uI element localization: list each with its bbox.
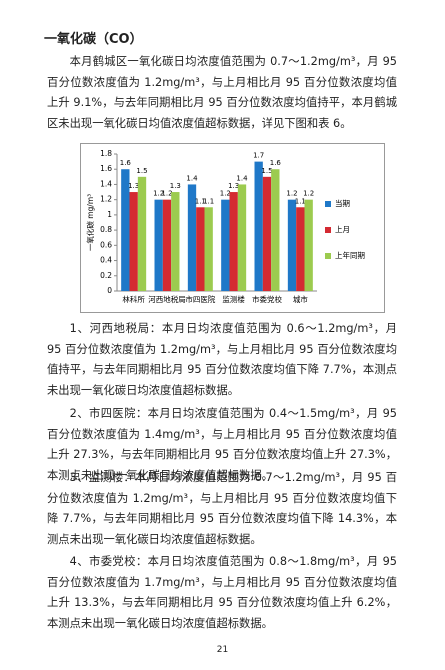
bar <box>129 192 138 291</box>
legend-swatch <box>325 253 331 259</box>
bar <box>296 207 305 291</box>
x-tick-label: 城市 <box>293 294 308 304</box>
data-label: 1.7 <box>253 152 264 160</box>
bar <box>137 176 147 291</box>
y-tick-label: 0.8 <box>100 225 112 234</box>
bar <box>287 199 297 291</box>
data-label: 1.3 <box>228 182 239 190</box>
y-tick-label: 0 <box>107 286 112 295</box>
legend-label: 当期 <box>335 198 350 208</box>
bar <box>154 199 163 291</box>
legend-swatch <box>325 227 331 233</box>
data-label: 1.3 <box>170 182 181 190</box>
y-axis-label: 一氧化碳 mg/m³ <box>85 194 95 251</box>
y-tick-label: 1.2 <box>100 195 112 204</box>
data-label: 1.3 <box>128 182 139 190</box>
data-label: 1.1 <box>195 197 206 205</box>
y-tick-label: 0.6 <box>100 240 112 249</box>
data-label: 1.1 <box>203 197 214 205</box>
bar <box>271 169 280 291</box>
y-tick-label: 0.2 <box>100 271 112 280</box>
paragraph: 1、河西地税局：本月日均浓度值范围为 0.6～1.2mg/m³，月 95 百分位… <box>47 322 397 397</box>
data-label: 1.5 <box>261 167 272 175</box>
bar <box>204 207 213 291</box>
bar <box>196 207 205 291</box>
bar <box>229 192 238 291</box>
page-number: 21 <box>216 645 229 655</box>
legend-swatch <box>325 201 331 207</box>
data-label: 1.2 <box>153 190 164 198</box>
data-label: 1.1 <box>295 197 306 205</box>
paragraph: 2、市四医院：本月日均浓度值范围为 0.4～1.5mg/m³，月 95 百分位数… <box>47 407 397 482</box>
x-tick-label: 监测楼 <box>222 294 245 304</box>
data-label: 1.6 <box>270 159 282 167</box>
x-tick-label: 河西地税局 <box>148 294 186 304</box>
data-label: 1.2 <box>303 190 314 198</box>
bar <box>254 161 263 291</box>
bar <box>162 199 172 291</box>
y-tick-label: 1.6 <box>100 164 112 173</box>
legend-label: 上年同期 <box>335 250 365 260</box>
bar <box>121 169 130 291</box>
heading: 一氧化碳（CO） <box>44 32 143 47</box>
x-tick-label: 市委党校 <box>252 294 282 304</box>
paragraph: 3、监测楼：本月日均浓度值范围为 0.7～1.2mg/m³，月 95 百分位数浓… <box>47 471 397 546</box>
chart: 一氧化碳 mg/m³ 0 0.2 0.4 0.6 0.8 1 1.2 1.4 1.6 1.8 林科所 1… <box>85 149 365 304</box>
data-label: 1.2 <box>286 190 297 198</box>
data-label: 1.2 <box>220 190 231 198</box>
bar <box>262 176 272 291</box>
data-label: 1.2 <box>161 190 172 198</box>
paragraph: 4、市委党校：本月日均浓度值范围为 0.8～1.8mg/m³，月 95 百分位数… <box>47 555 397 630</box>
y-tick-label: 1.4 <box>100 179 112 188</box>
chart-frame: 一氧化碳 mg/m³ 0 0.2 0.4 0.6 0.8 1 1.2 1.4 1.6 1.8 林科所 1… <box>80 143 385 313</box>
y-tick-label: 0.4 <box>100 256 112 265</box>
paragraph: 本月鹤城区一氧化碳日均浓度值范围为 0.7～1.2mg/m³，月 95 百分位数… <box>47 55 397 130</box>
y-tick-label: 1.8 <box>100 149 112 158</box>
x-tick-label: 市四医院 <box>185 294 215 304</box>
data-label: 1.4 <box>186 174 198 182</box>
x-tick-label: 林科所 <box>122 294 145 304</box>
bar <box>221 199 230 291</box>
bar <box>187 184 197 291</box>
bar <box>304 199 313 291</box>
legend-label: 上月 <box>335 225 350 234</box>
bar <box>237 184 247 291</box>
data-label: 1.5 <box>136 167 147 175</box>
data-label: 1.4 <box>236 174 248 182</box>
y-tick-label: 1 <box>107 210 112 219</box>
bar <box>171 192 180 291</box>
data-label: 1.6 <box>120 159 132 167</box>
